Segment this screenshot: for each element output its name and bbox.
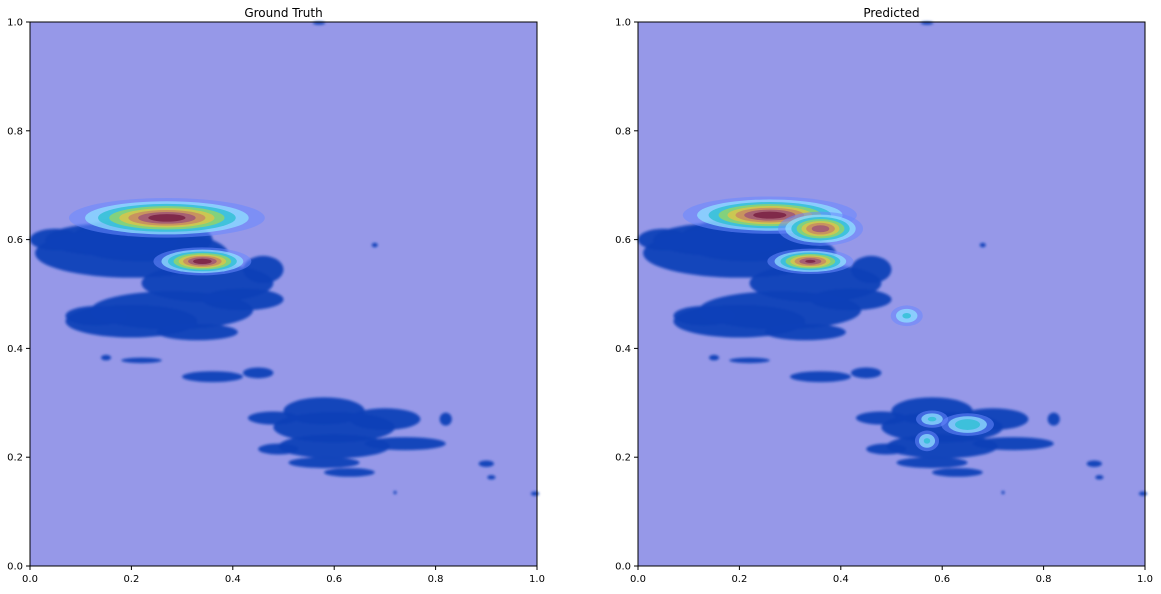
y-tick-label: 0.4 — [615, 344, 631, 355]
heat-contour — [753, 211, 787, 219]
scatter-blob — [729, 357, 770, 364]
predicted-plot: Predicted 0.0 0.2 0.4 0.6 0.8 1.0 0.00.20.40.… — [615, 6, 1153, 585]
scatter-blob — [371, 242, 378, 248]
x-tick-label: 0.2 — [123, 574, 139, 585]
scatter-blob — [65, 305, 127, 326]
scatter-blob — [439, 412, 452, 426]
heat-contour — [927, 416, 937, 422]
scatter-blob — [121, 357, 162, 364]
scatter-blob — [29, 228, 81, 251]
scatter-blob — [100, 354, 112, 361]
y-tick-label: 0.6 — [7, 235, 23, 246]
y-tick-label: 0.0 — [615, 562, 631, 573]
scatter-blob — [850, 255, 892, 284]
heat-contours — [682, 196, 994, 452]
scatter-blob — [242, 367, 274, 379]
scatter-blob — [673, 305, 735, 326]
scatter-blob — [156, 323, 238, 341]
plot-title: Predicted — [863, 6, 919, 20]
x-axis: 0.0 0.2 0.4 0.6 0.8 1.0 — [630, 566, 1153, 585]
scatter-blob — [1095, 475, 1104, 480]
scatter-blob — [530, 491, 540, 496]
x-tick-label: 0.0 — [630, 574, 646, 585]
y-tick-label: 1.0 — [615, 18, 631, 29]
x-axis: 0.0 0.2 0.4 0.6 0.8 1.0 — [22, 566, 545, 585]
x-tick-label: 0.6 — [326, 574, 342, 585]
scatter-blob — [979, 242, 986, 248]
plot-background — [638, 22, 1145, 566]
y-axis: 0.0 0.2 0.4 0.6 0.8 1.0 — [615, 18, 638, 573]
scatter-blob — [932, 468, 983, 477]
x-tick-label: 0.0 — [22, 574, 38, 585]
y-tick-label: 0.6 — [615, 235, 631, 246]
scatter-blob — [764, 323, 846, 341]
x-tick-label: 0.4 — [225, 574, 241, 585]
x-tick-label: 0.8 — [1036, 574, 1052, 585]
scatter-blob — [866, 443, 907, 455]
scatter-blob — [1047, 412, 1060, 426]
heat-contour — [193, 258, 212, 265]
scatter-blob — [288, 457, 360, 469]
y-tick-label: 0.2 — [7, 453, 23, 464]
heat-contour — [811, 225, 830, 233]
scatter-blob — [393, 490, 397, 495]
x-tick-label: 0.6 — [934, 574, 950, 585]
y-tick-label: 0.4 — [7, 344, 23, 355]
scatter-blob — [896, 457, 968, 469]
scatter-blob — [1086, 460, 1102, 467]
scatter-blob — [202, 288, 284, 311]
x-tick-label: 0.8 — [428, 574, 444, 585]
scatter-blob — [638, 228, 689, 251]
plot-title: Ground Truth — [244, 6, 322, 20]
plot-frame — [637, 21, 1146, 567]
heat-contour — [923, 438, 931, 444]
x-tick-label: 1.0 — [1137, 574, 1153, 585]
y-tick-label: 0.0 — [7, 562, 23, 573]
x-tick-label: 1.0 — [529, 574, 545, 585]
y-axis: 0.0 0.2 0.4 0.6 0.8 1.0 — [7, 18, 30, 573]
y-tick-label: 0.2 — [615, 453, 631, 464]
heat-contour — [902, 312, 912, 319]
scatter-blob — [324, 468, 375, 477]
heat-contours — [68, 197, 265, 276]
plot-frame — [29, 21, 538, 567]
scatter-blob — [886, 434, 998, 459]
y-tick-label: 0.8 — [7, 126, 23, 137]
scatter-blob — [856, 411, 907, 425]
ground-truth-plot: Ground Truth 0.0 0.2 0.4 0.6 0.8 1.0 0.00.20.… — [7, 6, 545, 585]
scatter-blob — [182, 371, 243, 383]
scatter-blob — [278, 434, 390, 459]
scatter-blob — [478, 460, 494, 467]
scatter-blob — [810, 288, 892, 311]
scatter-blob — [1001, 490, 1005, 495]
y-tick-label: 0.8 — [615, 126, 631, 137]
heat-contour — [805, 259, 816, 263]
plot-background — [30, 22, 537, 566]
scatter-blob — [790, 371, 851, 383]
scatter-blob — [708, 354, 720, 361]
x-tick-label: 0.4 — [833, 574, 849, 585]
scatter-blob — [258, 443, 299, 455]
scatter-blob — [349, 408, 421, 430]
scatter-blob — [850, 367, 882, 379]
scatter-blob — [487, 475, 496, 480]
x-tick-label: 0.2 — [731, 574, 747, 585]
scatter-blob — [242, 255, 284, 284]
scatter-blob — [248, 411, 299, 425]
heat-contour — [954, 419, 981, 430]
heat-contour — [148, 214, 186, 222]
scatter-blob — [1138, 491, 1148, 496]
y-tick-label: 1.0 — [7, 18, 23, 29]
